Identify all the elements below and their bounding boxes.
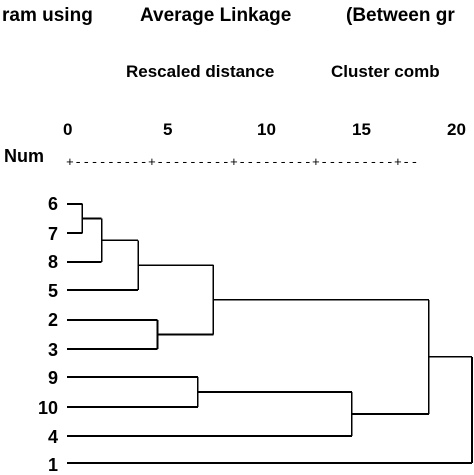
- num-row-label: Num: [4, 146, 44, 166]
- subtitle-cluster-combine: Cluster comb: [331, 62, 440, 81]
- leaf-label-6: 6: [47, 194, 58, 214]
- leaf-label-4: 4: [47, 427, 58, 447]
- axis-tick-20: 20: [447, 120, 466, 139]
- axis-tick-15: 15: [352, 120, 371, 139]
- title-segment-3: (Between gr: [346, 5, 455, 26]
- axis-tick-10: 10: [257, 120, 276, 139]
- leaf-label-1: 1: [47, 455, 58, 475]
- leaf-label-2: 2: [47, 310, 58, 330]
- leaf-label-10: 10: [37, 398, 58, 418]
- title-segment-1: ram using: [2, 5, 93, 26]
- leaf-label-9: 9: [47, 368, 58, 388]
- title-segment-2: Average Linkage: [140, 5, 292, 26]
- axis-dash-line: +---------+---------+---------+---------…: [66, 155, 419, 170]
- leaf-label-3: 3: [47, 340, 58, 360]
- axis-tick-5: 5: [163, 120, 173, 139]
- axis-tick-0: 0: [63, 120, 73, 139]
- leaf-label-8: 8: [47, 252, 58, 272]
- subtitle-rescaled-distance: Rescaled distance: [126, 62, 275, 81]
- leaf-label-7: 7: [47, 224, 58, 244]
- leaf-label-5: 5: [47, 281, 58, 301]
